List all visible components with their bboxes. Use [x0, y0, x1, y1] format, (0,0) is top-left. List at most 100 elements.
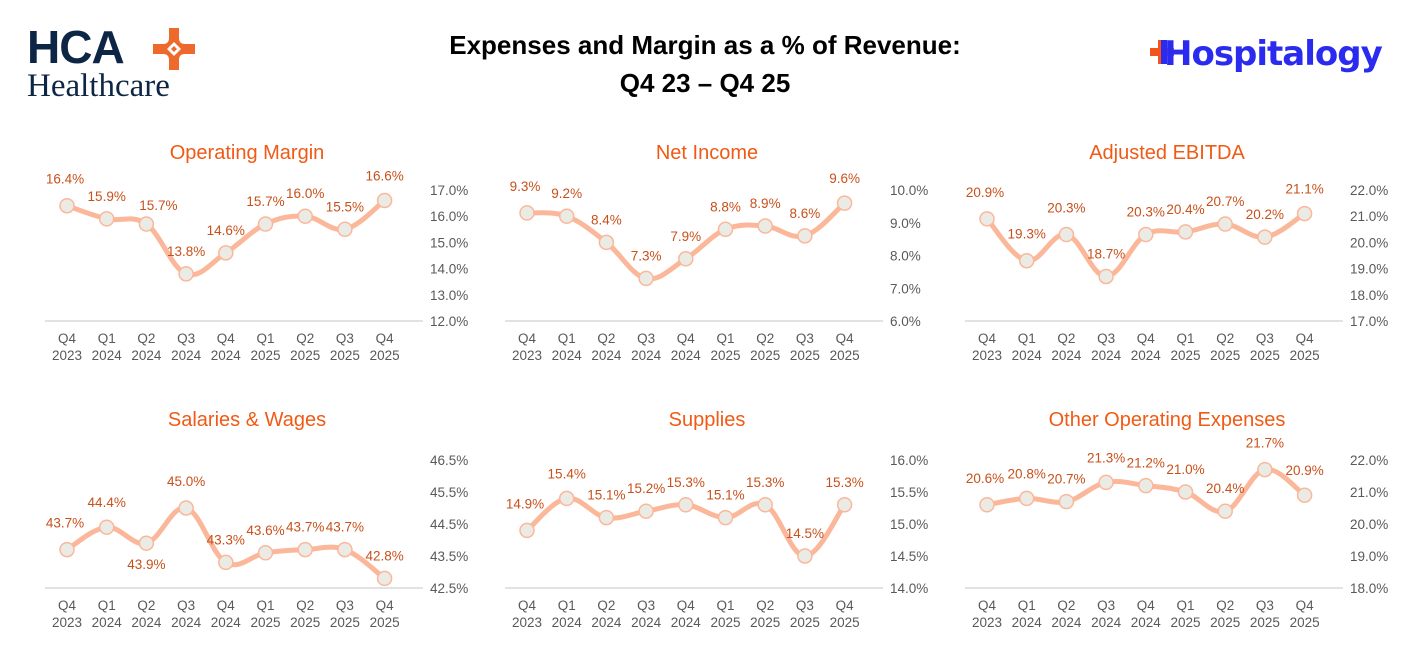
y-tick-label: 21.0% [1350, 485, 1388, 500]
data-point-marker [1257, 229, 1273, 245]
data-label: 15.7% [139, 198, 177, 213]
data-point-marker [558, 208, 575, 224]
x-tick-year: 2025 [1250, 348, 1280, 363]
x-tick-year: 2023 [52, 348, 82, 363]
chart-adjusted-ebitda: Adjusted EBITDA 22.0% 21.0% 20.0% 19.0% 18.0%… [945, 138, 1388, 378]
x-tick-label: Q2 2024 [591, 598, 622, 630]
x-tick-label: Q1 2025 [1170, 331, 1200, 363]
x-tick-year: 2025 [250, 615, 280, 630]
data-point-marker [638, 270, 654, 287]
x-tick-label: Q4 2025 [830, 598, 860, 630]
x-tick-label: Q1 2024 [92, 598, 123, 630]
x-tick-quarter: Q3 [1097, 598, 1115, 613]
x-tick-year: 2024 [1051, 348, 1082, 363]
x-tick-year: 2024 [92, 348, 123, 363]
data-label: 9.2% [551, 186, 582, 201]
data-label: 8.6% [790, 206, 821, 221]
x-tick-label: Q4 2024 [1131, 331, 1162, 363]
x-tick-label: Q3 2025 [790, 331, 820, 363]
x-tick-quarter: Q4 [58, 331, 77, 346]
data-label: 21.2% [1127, 456, 1165, 471]
x-tick-year: 2024 [211, 615, 242, 630]
x-tick-year: 2025 [1170, 615, 1200, 630]
data-label: 15.3% [746, 475, 784, 490]
page-title: Expenses and Margin as a % of Revenue: Q… [400, 26, 1010, 102]
hca-logo-text: HCA [27, 21, 125, 73]
y-tick-label: 14.0% [890, 581, 928, 596]
x-tick-quarter: Q4 [1296, 598, 1315, 613]
data-point-marker [1296, 205, 1313, 222]
chart-supplies: Supplies 16.0% 15.5% 15.0% 14.5% 14.0% Q4 2023 Q… [485, 405, 928, 645]
x-tick-quarter: Q1 [256, 331, 274, 346]
x-tick-year: 2023 [512, 615, 542, 630]
x-tick-year: 2025 [790, 348, 820, 363]
data-label: 20.7% [1047, 472, 1085, 487]
x-tick-quarter: Q4 [1296, 331, 1315, 346]
x-tick-quarter: Q1 [98, 331, 116, 346]
x-tick-quarter: Q3 [796, 331, 814, 346]
data-point-marker [1257, 461, 1273, 478]
x-tick-quarter: Q4 [677, 598, 696, 613]
data-label: 8.8% [710, 199, 741, 214]
data-label: 20.9% [966, 185, 1004, 200]
data-label: 20.4% [1166, 202, 1204, 217]
data-label: 43.7% [46, 516, 84, 531]
y-tick-label: 17.0% [430, 183, 468, 198]
y-tick-label: 18.0% [1350, 288, 1388, 303]
x-tick-year: 2024 [631, 615, 662, 630]
data-point-marker [59, 197, 75, 214]
data-point-marker [1177, 224, 1194, 240]
data-label: 20.2% [1246, 207, 1284, 222]
hca-healthcare-logo: HCA Healthcare [27, 24, 207, 106]
x-tick-label: Q3 2024 [1091, 598, 1122, 630]
y-tick-label: 13.0% [430, 288, 468, 303]
x-tick-label: Q1 2025 [250, 331, 280, 363]
data-point-marker [757, 218, 773, 234]
hospitalogy-logo-text: Hospitalogy [1164, 34, 1383, 74]
data-point-marker [836, 497, 853, 513]
x-tick-quarter: Q2 [1057, 598, 1075, 613]
x-tick-label: Q2 2024 [1051, 331, 1082, 363]
chart-title: Net Income [656, 142, 758, 164]
data-point-marker [1098, 268, 1114, 285]
x-tick-year: 2025 [750, 348, 780, 363]
data-label: 43.6% [246, 523, 284, 538]
data-point-marker [337, 221, 353, 238]
y-tick-label: 6.0% [890, 314, 921, 329]
x-tick-label: Q1 2025 [710, 331, 740, 363]
data-label: 16.6% [365, 168, 403, 183]
data-point-marker [678, 497, 694, 513]
x-tick-year: 2025 [1210, 615, 1240, 630]
x-tick-quarter: Q4 [1137, 598, 1156, 613]
chart-title: Salaries & Wages [168, 409, 326, 431]
data-point-marker [1138, 226, 1154, 243]
x-tick-quarter: Q4 [836, 598, 855, 613]
x-tick-year: 2024 [591, 348, 622, 363]
x-tick-year: 2024 [92, 615, 123, 630]
chart-svg-operating-margin: Operating Margin 17.0% 16.0% 15.0% 14.0% 13.0… [45, 142, 468, 363]
data-label: 15.3% [667, 475, 705, 490]
data-label: 20.8% [1008, 466, 1046, 481]
series-line [984, 211, 1308, 279]
data-label: 15.3% [825, 475, 863, 490]
x-tick-year: 2024 [1131, 615, 1162, 630]
x-tick-label: Q4 2024 [211, 331, 242, 363]
x-tick-year: 2025 [710, 615, 740, 630]
x-tick-quarter: Q2 [597, 598, 615, 613]
data-point-marker [138, 535, 155, 551]
y-tick-label: 22.0% [1350, 453, 1388, 468]
chart-title: Adjusted EBITDA [1089, 142, 1245, 164]
data-point-marker [257, 216, 274, 232]
x-tick-year: 2024 [631, 348, 662, 363]
x-tick-label: Q3 2024 [1091, 331, 1122, 363]
data-point-marker [1217, 216, 1233, 232]
data-point-marker [797, 548, 813, 564]
x-tick-label: Q4 2023 [512, 331, 542, 363]
data-label: 20.4% [1206, 481, 1244, 496]
x-tick-label: Q4 2024 [671, 598, 702, 630]
x-tick-year: 2024 [131, 615, 162, 630]
y-tick-label: 42.5% [430, 581, 468, 596]
data-point-marker [979, 497, 995, 513]
data-point-marker [519, 522, 535, 539]
chart-svg-salaries-and-wages: Salaries & Wages 46.5% 45.5% 44.5% 43.5% 42.5… [45, 409, 468, 630]
